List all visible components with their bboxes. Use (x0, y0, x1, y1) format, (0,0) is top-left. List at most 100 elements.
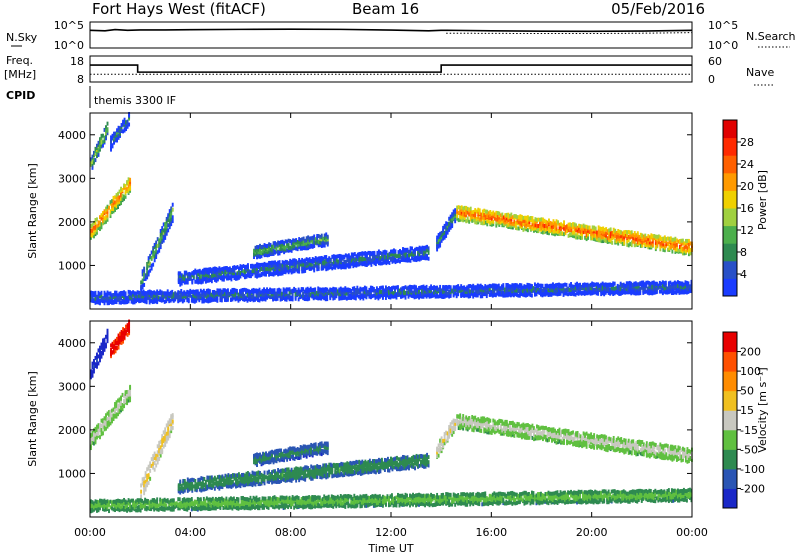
colorbar-swatch (723, 261, 737, 279)
heatmap-cell (107, 127, 109, 131)
heatmap-cell (145, 488, 147, 492)
cpid-value: themis 3300 IF (94, 94, 176, 107)
colorbar-swatch (723, 190, 737, 208)
y-tick-label: 3000 (58, 172, 86, 185)
noise-right-tick-top: 10^5 (708, 19, 738, 32)
heatmap-cell (143, 267, 145, 271)
colorbar-swatch (723, 120, 737, 138)
heatmap-cell (140, 494, 142, 498)
colorbar-tick-label: 20 (740, 180, 754, 193)
heatmap-cell (566, 283, 568, 287)
heatmap-cell (172, 208, 174, 212)
heatmap-cell (428, 257, 430, 261)
heatmap-cell (167, 426, 169, 430)
heatmap-cell (149, 477, 151, 481)
heatmap-cell (172, 413, 174, 417)
heatmap-cell (118, 346, 120, 350)
heatmap-cell (172, 203, 174, 207)
freq-label: Freq. (6, 54, 33, 67)
heatmap-cell (128, 123, 130, 127)
freq-left-tick-bottom: 8 (77, 73, 84, 86)
heatmap-cell (314, 287, 316, 291)
colorbar-tick-label: 8 (740, 246, 747, 259)
colorbar-tick-label: 16 (740, 202, 754, 215)
heatmap-cell (216, 296, 218, 300)
heatmap-cell (439, 285, 441, 289)
heatmap-cell (161, 448, 163, 452)
heatmap-cell (187, 281, 189, 285)
beam-label: Beam 16 (352, 0, 419, 18)
heatmap-cell (129, 393, 131, 397)
heatmap-cell (428, 246, 430, 250)
y-tick-label: 4000 (58, 129, 86, 142)
heatmap-cell (563, 220, 565, 224)
heatmap-cell (108, 206, 110, 210)
heatmap-cell (454, 208, 456, 212)
freq-series (90, 65, 692, 74)
heatmap-cell (148, 481, 150, 485)
heatmap-cell (95, 291, 97, 295)
heatmap-cell (107, 329, 109, 333)
heatmap-cell (502, 283, 504, 287)
heatmap-cell (154, 468, 156, 472)
heatmap-cell (671, 250, 673, 254)
noise-left-tick-top: 10^5 (54, 19, 84, 32)
noise-panel-frame (90, 22, 692, 48)
nave-label: Nave (746, 66, 774, 79)
date-label: 05/Feb/2016 (611, 0, 705, 18)
heatmap-cell (236, 289, 238, 293)
heatmap-cell (479, 208, 481, 212)
nsearch-label: N.Search (746, 30, 796, 43)
freq-panel-frame (90, 56, 692, 82)
heatmap-cell (128, 320, 130, 324)
colorbar-tick-label: 24 (740, 158, 754, 171)
heatmap-cell (172, 215, 174, 219)
colorbar-tick-label: 12 (740, 224, 754, 237)
freq-right-tick-bottom: 0 (708, 73, 715, 86)
heatmap-cell (152, 263, 154, 267)
noise-left-tick-bottom: 10^0 (54, 39, 84, 52)
heatmap-cell (581, 236, 583, 240)
freq-unit-label: [MHz] (4, 68, 36, 81)
y-tick-label: 1000 (58, 259, 86, 272)
heatmap-cell (209, 289, 211, 293)
heatmap-cell (531, 294, 533, 298)
heatmap-cell (610, 227, 612, 231)
heatmap-cell (129, 385, 131, 389)
heatmap-cell (172, 420, 174, 424)
noise-right-tick-bottom: 10^0 (708, 39, 738, 52)
y-tick-label: 2000 (58, 216, 86, 229)
heatmap-cell (652, 243, 654, 247)
cpid-label: CPID (6, 89, 35, 102)
noise-series (90, 29, 692, 33)
freq-left-tick-top: 18 (70, 55, 84, 68)
heatmap-cell (227, 288, 229, 292)
freq-series-line (90, 65, 692, 72)
heatmap-cell (454, 219, 456, 223)
heatmap-cell (247, 263, 249, 267)
heatmap-cell (611, 241, 613, 245)
heatmap-cell (148, 473, 150, 477)
heatmap-cell (587, 236, 589, 240)
heatmap-cell (95, 158, 97, 162)
colorbar-swatch (723, 243, 737, 261)
freq-right-tick-top: 60 (708, 55, 722, 68)
heatmap-cell (365, 286, 367, 290)
power-colorbar-label: Power [dB] (756, 170, 769, 230)
colorbar-swatch (723, 155, 737, 173)
heatmap-cell (143, 283, 145, 287)
velocity-heatmap (90, 320, 693, 514)
heatmap-cell (169, 434, 171, 438)
heatmap-cell (101, 291, 103, 295)
colorbar-tick-label: 4 (740, 268, 747, 281)
heatmap-cell (129, 178, 131, 182)
heatmap-cell (665, 281, 667, 285)
noise-series-line (90, 29, 692, 31)
heatmap-cell (395, 249, 397, 253)
heatmap-cell (129, 398, 131, 402)
heatmap-cell (149, 469, 151, 473)
power-ylabel: Slant Range [km] (26, 163, 39, 259)
power-heatmap (90, 112, 693, 305)
